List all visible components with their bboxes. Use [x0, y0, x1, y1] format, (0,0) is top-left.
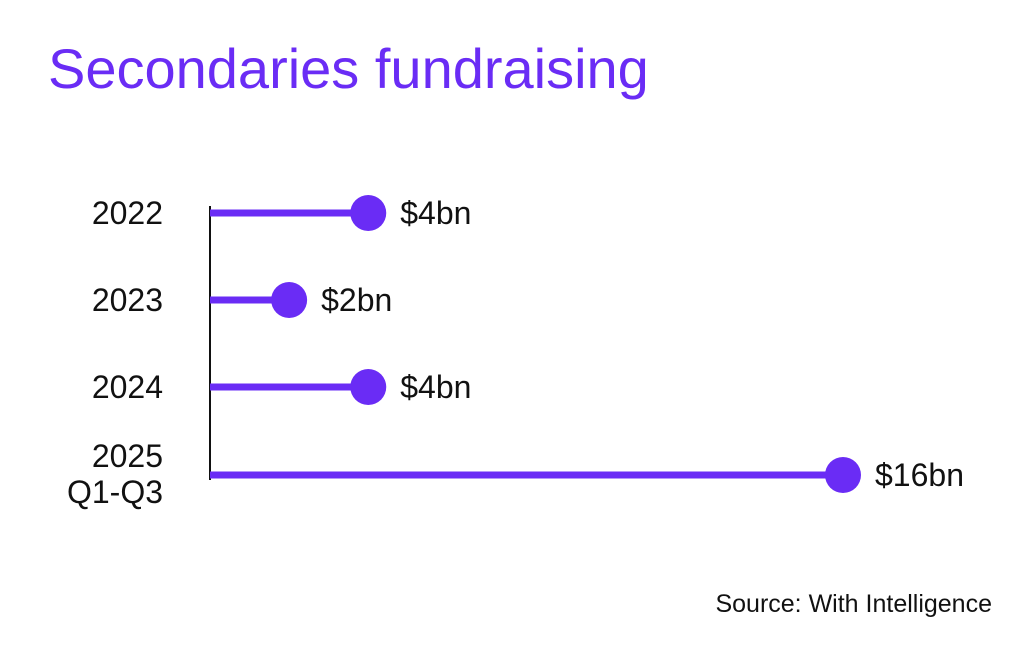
data-label: $4bn: [400, 195, 471, 231]
chart-title: Secondaries fundraising: [48, 37, 649, 100]
category-label: 2022: [92, 195, 163, 231]
lollipop-dot: [350, 195, 387, 231]
category-label: 2025: [92, 438, 163, 474]
data-label: $16bn: [875, 457, 964, 493]
lollipop-dot: [350, 369, 387, 405]
lollipop-dot: [825, 457, 861, 493]
source-note: Source: With Intelligence: [715, 590, 992, 618]
lollipop-dot: [271, 282, 308, 318]
data-label: $4bn: [400, 369, 471, 405]
data-label: $2bn: [321, 282, 392, 318]
category-label: 2024: [92, 369, 163, 405]
category-label: Q1-Q3: [67, 474, 163, 510]
category-label: 2023: [92, 282, 163, 318]
